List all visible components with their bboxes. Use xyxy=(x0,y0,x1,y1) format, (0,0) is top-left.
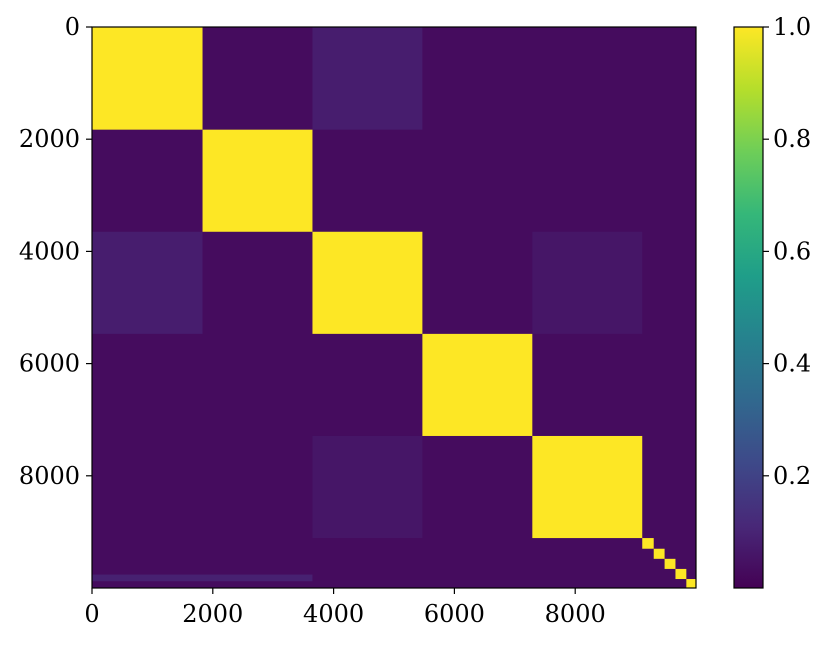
x-axis: 0 2000 4000 6000 8000 xyxy=(84,588,606,628)
y-tick-label: 2000 xyxy=(19,125,80,153)
x-tick-label: 6000 xyxy=(424,600,485,628)
heatmap-block-6 xyxy=(642,538,654,549)
colorbar-tick-label: 0.2 xyxy=(773,462,811,490)
heatmap-block-8 xyxy=(664,558,676,569)
y-axis: 0 2000 4000 6000 8000 xyxy=(19,13,92,490)
y-tick-label: 6000 xyxy=(19,350,80,378)
x-tick-label: 8000 xyxy=(545,600,606,628)
x-tick-label: 0 xyxy=(84,600,99,628)
colorbar-axis: 0.2 0.4 0.6 0.8 1.0 xyxy=(763,13,811,490)
heatmap-offdiag-cell xyxy=(92,574,313,582)
heatmap-offdiag-cell xyxy=(312,435,423,539)
y-tick-label: 4000 xyxy=(19,237,80,265)
colorbar xyxy=(733,26,764,589)
x-tick-label: 2000 xyxy=(182,600,243,628)
heatmap-offdiag-cell xyxy=(92,231,203,334)
colorbar-tick-label: 0.8 xyxy=(773,125,811,153)
heatmap-offdiag-cell xyxy=(312,27,423,130)
colorbar-tick-label: 0.6 xyxy=(773,237,811,265)
heatmap-block-7 xyxy=(653,548,665,559)
y-tick-label: 0 xyxy=(65,13,80,41)
heatmap-block-9 xyxy=(675,568,687,580)
colorbar-tick-label: 1.0 xyxy=(773,13,811,41)
y-tick-label: 8000 xyxy=(19,462,80,490)
heatmap-block-1 xyxy=(92,27,203,130)
heatmap-block-5 xyxy=(532,435,643,539)
heatmap-block-4 xyxy=(422,333,533,436)
plot-frame xyxy=(91,26,697,589)
heatmap-block-10 xyxy=(686,579,696,588)
heatmap-offdiag-cell xyxy=(532,231,643,334)
heatmap-block-3 xyxy=(312,231,423,334)
x-tick-label: 4000 xyxy=(303,600,364,628)
colorbar-tick-label: 0.4 xyxy=(773,350,811,378)
heatmap-block-2 xyxy=(202,129,313,232)
heatmap-cells xyxy=(92,27,696,588)
